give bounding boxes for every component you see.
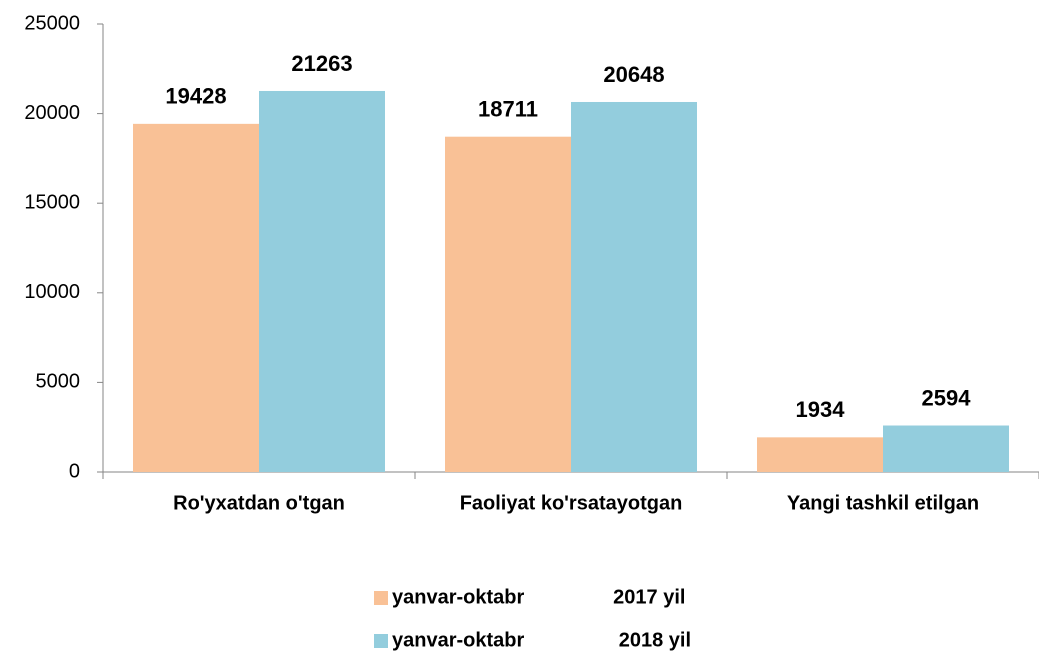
y-tick-label: 5000 bbox=[36, 371, 81, 393]
x-tick-label: Faoliyat ko'rsatayotgan bbox=[460, 492, 683, 514]
legend-label: yanvar-oktabr 2018 yil bbox=[392, 629, 691, 651]
value-label: 20648 bbox=[603, 62, 664, 87]
y-tick-label: 15000 bbox=[24, 191, 80, 213]
y-tick-label: 25000 bbox=[24, 12, 80, 34]
bar bbox=[883, 425, 1009, 472]
value-label: 1934 bbox=[796, 397, 846, 422]
x-tick-label: Ro'yxatdan o'tgan bbox=[173, 492, 345, 514]
y-tick-label: 10000 bbox=[24, 281, 80, 303]
value-label: 21263 bbox=[291, 51, 352, 76]
y-tick-label: 0 bbox=[69, 460, 80, 482]
value-label: 2594 bbox=[922, 385, 972, 410]
value-label: 18711 bbox=[478, 97, 538, 122]
value-label: 19428 bbox=[165, 84, 226, 109]
legend-swatch bbox=[374, 634, 388, 648]
legend-swatch bbox=[374, 591, 388, 605]
legend-label: yanvar-oktabr 2017 yil bbox=[392, 586, 685, 608]
bar bbox=[757, 437, 883, 472]
bar bbox=[133, 123, 259, 472]
bar bbox=[445, 136, 571, 472]
bar bbox=[259, 90, 385, 472]
y-tick-label: 20000 bbox=[24, 102, 80, 124]
bar bbox=[571, 101, 697, 472]
x-tick-label: Yangi tashkil etilgan bbox=[787, 492, 979, 514]
